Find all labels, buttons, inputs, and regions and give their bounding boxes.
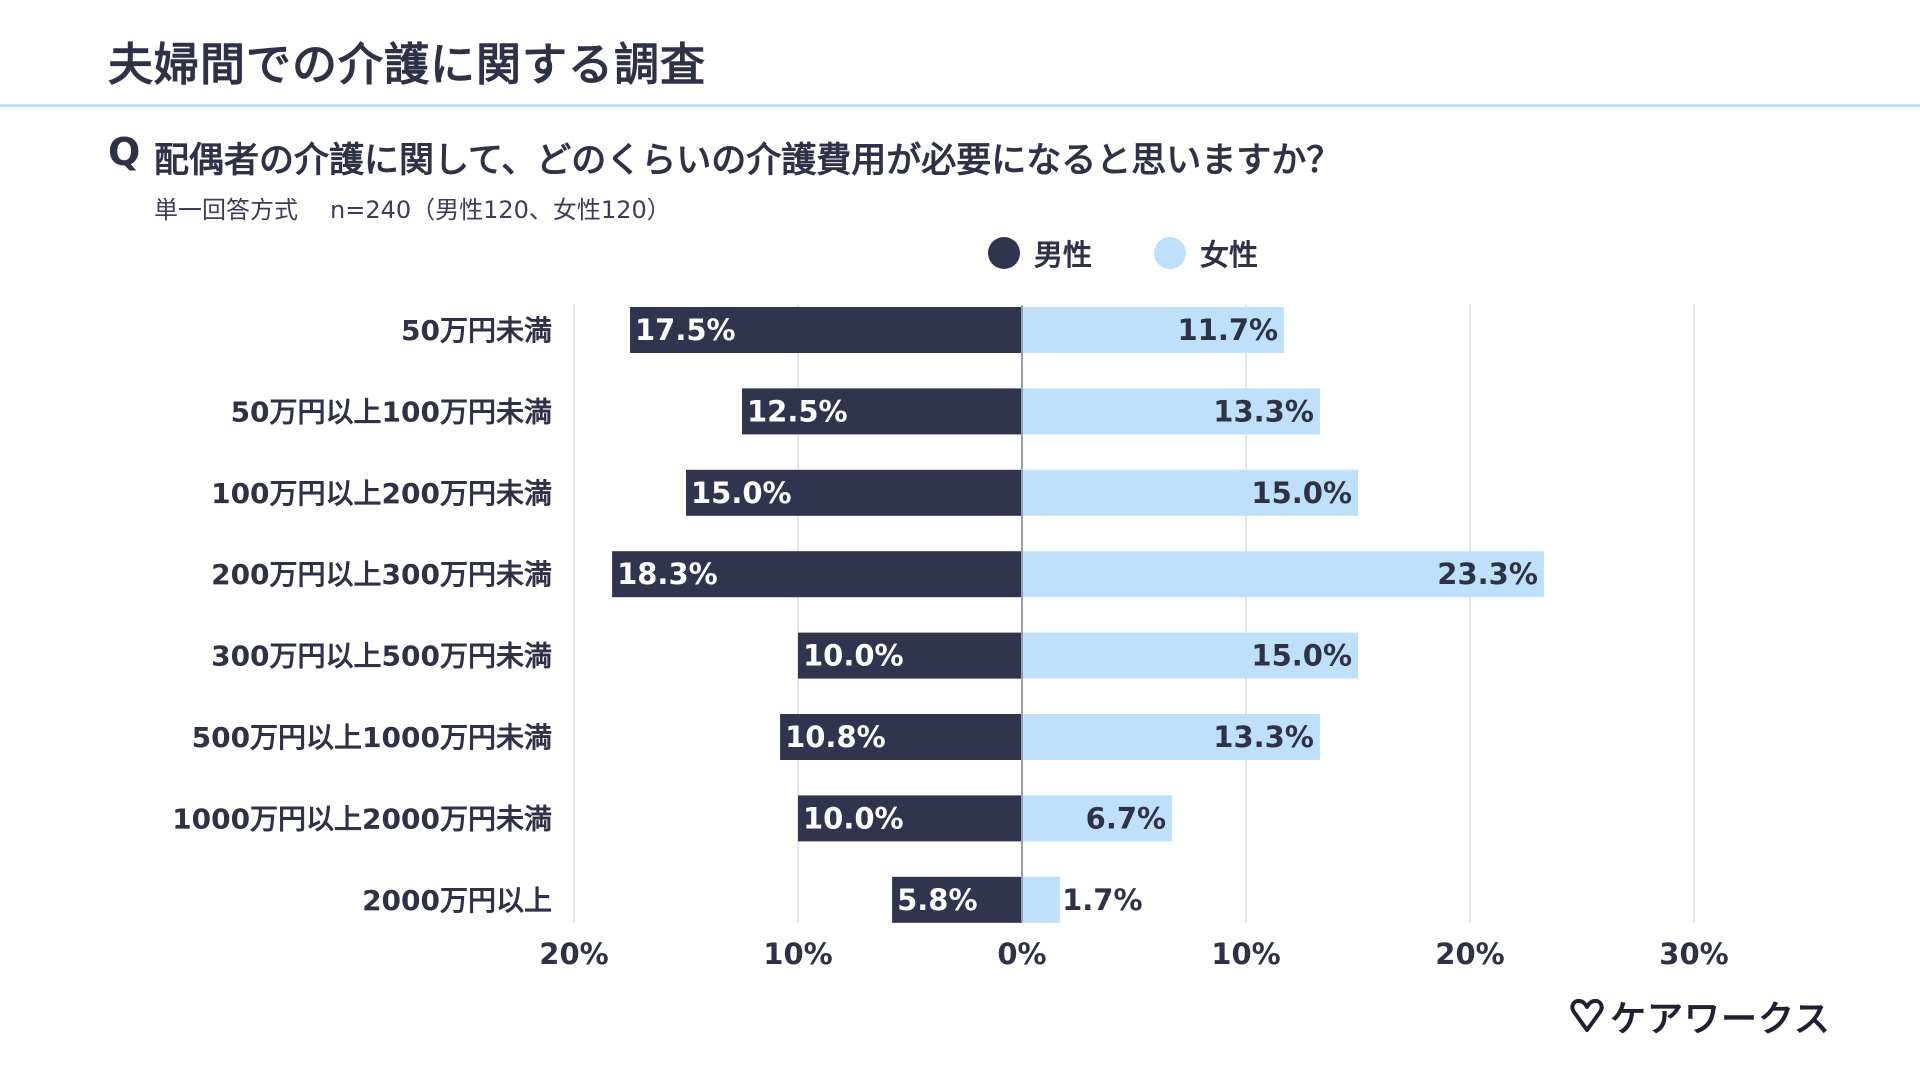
bar-male bbox=[630, 307, 1022, 353]
x-tick-label: 20% bbox=[1435, 937, 1504, 971]
legend-swatch-female bbox=[1154, 237, 1187, 269]
data-label-female: 11.7% bbox=[1177, 313, 1278, 347]
legend-label-male: 男性 bbox=[1034, 238, 1093, 272]
category-label: 300万円以上500万円未満 bbox=[211, 640, 552, 673]
data-label-female: 23.3% bbox=[1437, 557, 1538, 591]
bar-female bbox=[1022, 551, 1544, 598]
brand-name: ケアワークス bbox=[1610, 999, 1831, 1040]
category-label: 100万円以上200万円未満 bbox=[211, 477, 552, 510]
data-label-male: 15.0% bbox=[691, 476, 792, 510]
category-label: 50万円未満 bbox=[401, 314, 552, 347]
bar-female bbox=[1022, 795, 1173, 842]
data-label-male: 10.0% bbox=[803, 801, 904, 835]
bar-male bbox=[780, 714, 1022, 760]
legend-label-female: 女性 bbox=[1200, 238, 1259, 272]
x-tick-label: 10% bbox=[763, 937, 832, 971]
x-tick-label: 10% bbox=[1211, 937, 1280, 971]
data-label-female: 15.0% bbox=[1251, 476, 1352, 510]
question-mark-label: Q bbox=[108, 130, 141, 174]
data-label-male: 17.5% bbox=[635, 313, 736, 347]
category-label: 50万円以上100万円未満 bbox=[231, 395, 552, 428]
title-divider bbox=[0, 104, 1920, 107]
brand-logo: ケアワークス bbox=[1570, 990, 1831, 1042]
chart-legend: 男性 女性 bbox=[988, 232, 1320, 274]
bar-male bbox=[798, 795, 1022, 842]
heart-v-icon bbox=[1570, 998, 1604, 1032]
bar-male bbox=[686, 469, 1022, 516]
category-label: 500万円以上1000万円未満 bbox=[192, 721, 552, 754]
bar-female bbox=[1022, 469, 1358, 516]
category-label: 200万円以上300万円未満 bbox=[211, 558, 552, 591]
data-label-female: 1.7% bbox=[1062, 883, 1142, 917]
x-tick-label: 30% bbox=[1659, 937, 1728, 971]
category-label: 1000万円以上2000万円未満 bbox=[172, 802, 552, 835]
data-label-male: 12.5% bbox=[747, 394, 848, 428]
legend-item-male: 男性 bbox=[988, 232, 1092, 274]
bar-male bbox=[612, 551, 1022, 598]
bar-male bbox=[798, 632, 1022, 679]
data-label-female: 13.3% bbox=[1213, 720, 1314, 754]
diverging-bar-chart: 50万円未満 17.5% 11.7% 50万円以上100万円未満 12.5% 13.3% 1… bbox=[172, 305, 1729, 971]
data-label-female: 13.3% bbox=[1213, 394, 1314, 428]
x-tick-label: 0% bbox=[997, 937, 1046, 971]
data-label-female: 6.7% bbox=[1086, 801, 1166, 835]
question-text: 配偶者の介護に関して、どのくらいの介護費用が必要になると思いますか？ bbox=[154, 141, 1342, 181]
data-label-male: 10.0% bbox=[803, 639, 904, 673]
bar-male bbox=[892, 876, 1022, 923]
data-label-male: 18.3% bbox=[617, 557, 718, 591]
legend-item-female: 女性 bbox=[1154, 232, 1258, 274]
bar-female bbox=[1022, 632, 1358, 679]
bar-female bbox=[1022, 307, 1285, 353]
sample-size: n=240（男性120、女性120） bbox=[330, 196, 671, 224]
bar-male bbox=[742, 388, 1022, 435]
bar-female bbox=[1022, 876, 1061, 923]
legend-swatch-male bbox=[988, 237, 1020, 269]
data-label-female: 15.0% bbox=[1251, 639, 1352, 673]
survey-method: 単一回答方式 n=240（男性120、女性120） bbox=[154, 190, 671, 225]
data-label-male: 5.8% bbox=[897, 883, 977, 917]
x-tick-label: 20% bbox=[539, 937, 608, 971]
answer-method: 単一回答方式 bbox=[154, 196, 298, 224]
page-title: 夫婦間での介護に関する調査 bbox=[108, 38, 707, 91]
bar-female bbox=[1022, 388, 1320, 435]
category-label: 2000万円以上 bbox=[362, 884, 552, 917]
bar-female bbox=[1022, 714, 1320, 760]
data-label-male: 10.8% bbox=[785, 720, 886, 754]
